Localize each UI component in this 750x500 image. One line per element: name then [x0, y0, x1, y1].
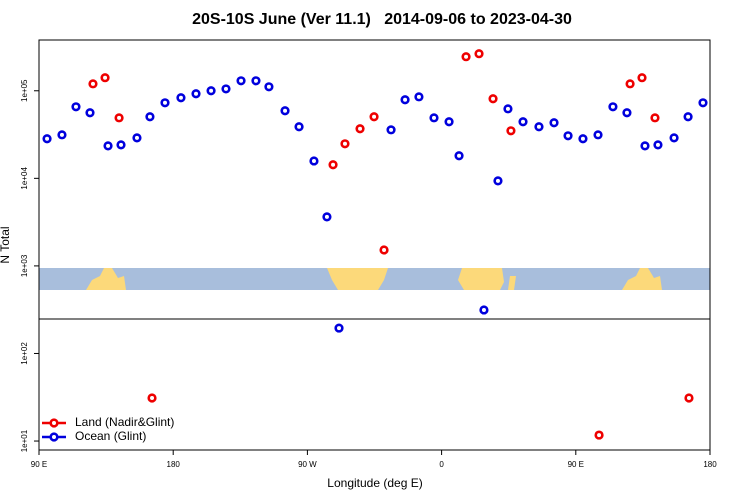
point: [147, 393, 157, 403]
point: [429, 113, 439, 123]
legend-label: Land (Nadir&Glint): [75, 415, 174, 429]
point: [549, 118, 559, 128]
point: [625, 79, 635, 89]
y-tick-label: 1e+02: [20, 342, 29, 365]
legend-label: Ocean (Glint): [75, 429, 146, 443]
point: [534, 122, 544, 132]
point: [340, 139, 350, 149]
point: [322, 212, 332, 222]
point: [594, 430, 604, 440]
point: [264, 82, 274, 92]
point: [622, 108, 632, 118]
point: [640, 141, 650, 151]
point: [479, 305, 489, 315]
point: [160, 98, 170, 108]
legend-marker: [49, 432, 59, 442]
point: [650, 113, 660, 123]
point: [379, 245, 389, 255]
point: [280, 106, 290, 116]
point: [145, 112, 155, 122]
point: [683, 112, 693, 122]
y-tick-label: 1e+01: [20, 429, 29, 452]
x-tick-label: 180: [703, 460, 717, 469]
y-tick-label: 1e+04: [20, 167, 29, 190]
point: [85, 108, 95, 118]
point: [444, 117, 454, 127]
point: [334, 323, 344, 333]
point: [386, 125, 396, 135]
point: [103, 141, 113, 151]
point: [206, 86, 216, 96]
map-strip: [39, 268, 710, 290]
point: [294, 122, 304, 132]
point: [653, 140, 663, 150]
point: [114, 113, 124, 123]
point: [506, 126, 516, 136]
x-tick-label: 90 E: [31, 460, 47, 469]
point: [698, 98, 708, 108]
point: [57, 130, 67, 140]
point: [474, 49, 484, 59]
point: [251, 76, 261, 86]
plot-frame: [38, 39, 711, 451]
point: [578, 134, 588, 144]
point: [236, 76, 246, 86]
point: [454, 151, 464, 161]
y-tick-label: 1e+05: [20, 79, 29, 102]
point: [518, 117, 528, 127]
point: [493, 176, 503, 186]
legend-marker: [49, 418, 59, 428]
point: [42, 134, 52, 144]
point: [369, 112, 379, 122]
point: [400, 95, 410, 105]
x-tick-label: 180: [167, 460, 181, 469]
point: [488, 94, 498, 104]
point: [461, 52, 471, 62]
point: [684, 393, 694, 403]
point: [100, 73, 110, 83]
point: [637, 73, 647, 83]
point: [191, 89, 201, 99]
y-axis-label: N Total: [0, 226, 12, 263]
x-axis-label: Longitude (deg E): [327, 476, 422, 490]
point: [116, 140, 126, 150]
point: [176, 93, 186, 103]
x-tick-label: 0: [439, 460, 444, 469]
point: [563, 131, 573, 141]
point: [309, 156, 319, 166]
point: [328, 160, 338, 170]
point: [503, 104, 513, 114]
point: [414, 92, 424, 102]
point: [593, 130, 603, 140]
x-tick-label: 90 W: [298, 460, 317, 469]
point: [608, 102, 618, 112]
y-tick-label: 1e+03: [20, 254, 29, 277]
point: [132, 133, 142, 143]
x-tick-label: 90 E: [568, 460, 584, 469]
point: [355, 124, 365, 134]
point: [88, 79, 98, 89]
chart-title: 20S-10S June (Ver 11.1) 2014-09-06 to 20…: [192, 11, 572, 28]
point: [71, 102, 81, 112]
point: [669, 133, 679, 143]
point: [221, 84, 231, 94]
